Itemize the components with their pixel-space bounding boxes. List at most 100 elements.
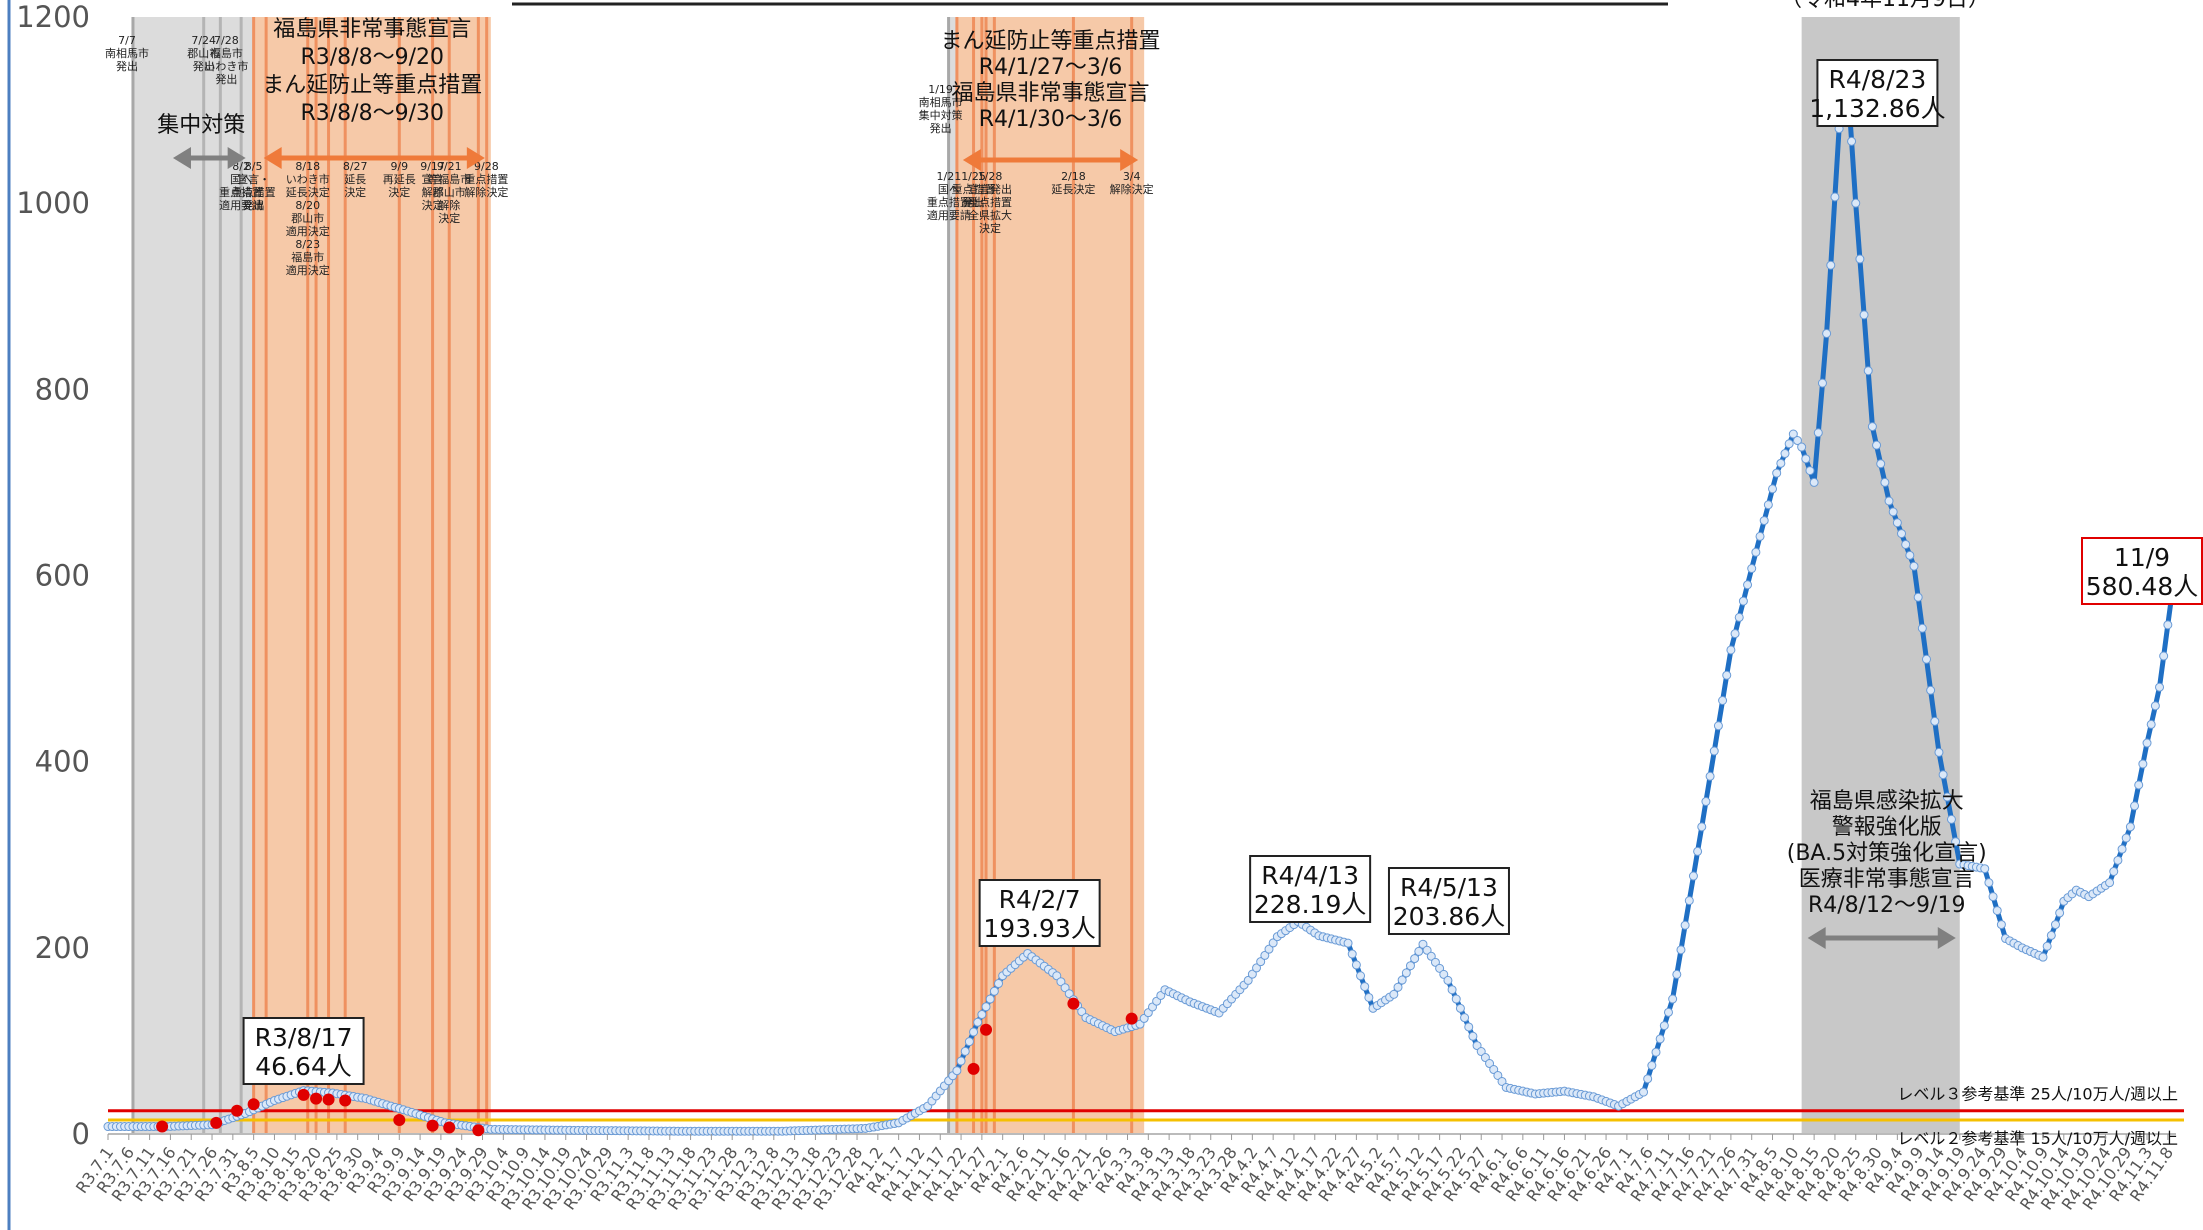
data-point (1643, 1074, 1653, 1084)
data-point (1768, 484, 1778, 494)
event-note-text: 郡山市 (291, 211, 324, 225)
data-point (1364, 992, 1374, 1002)
callout-date: 11/9 (2114, 543, 2170, 572)
event-note-text: 集中対策 (919, 108, 963, 122)
event-note-text: 南相馬市 (105, 46, 149, 60)
data-point (1801, 454, 1811, 464)
data-point (1897, 529, 1907, 539)
data-point (1713, 721, 1723, 731)
series-line (103, 74, 2177, 1136)
data-point (960, 1046, 970, 1056)
event-markers (156, 997, 1138, 1137)
event-marker (472, 1124, 485, 1137)
axes: 0 200 400 600 800 1000 1200 (7, 0, 2176, 1230)
callout-value: 193.93人 (983, 914, 1095, 943)
data-point (1655, 1034, 1665, 1044)
data-point (1472, 1041, 1482, 1051)
data-point (1684, 896, 1694, 906)
event-note-text: 1/21 (937, 170, 962, 183)
data-point (1668, 994, 1678, 1004)
data-point (1422, 945, 1432, 955)
data-point (1772, 468, 1782, 478)
data-point (1876, 459, 1886, 469)
band-3 (956, 17, 1145, 1134)
span-arrow-band1-head-right (466, 147, 485, 169)
data-point (1855, 254, 1865, 264)
span-arrow-band2-head-right (1120, 149, 1139, 171)
data-point (1776, 458, 1786, 468)
event-note-text: 宣言発出 (968, 182, 1012, 196)
data-point (1888, 507, 1898, 517)
event-note-text: 郡山市 (433, 185, 466, 199)
data-point (1722, 670, 1732, 680)
event-note-text: 国へ (938, 183, 960, 196)
data-point (1676, 945, 1686, 955)
data-point (952, 1066, 962, 1076)
event-note-text: 8/23 (295, 238, 320, 251)
callout-value: 580.48人 (2086, 572, 2198, 601)
data-point (1847, 136, 1857, 146)
y-tick-label: 1000 (16, 186, 90, 220)
data-point (1414, 946, 1424, 956)
event-note-text: 8/20 (295, 199, 320, 212)
event-note-text: 適用要請 (219, 198, 263, 212)
data-point (985, 994, 995, 1004)
event-marker (1067, 997, 1080, 1010)
data-point (1934, 747, 1944, 757)
event-marker (967, 1062, 980, 1075)
data-point (1755, 531, 1765, 541)
data-point (1913, 592, 1923, 602)
data-point (1443, 975, 1453, 985)
y-tick-label: 400 (35, 745, 90, 779)
event-note-text: 全県拡大 (968, 208, 1012, 222)
data-point (1680, 920, 1690, 930)
data-point (1909, 561, 1919, 571)
span-arrow-band3-head-right (1937, 927, 1956, 949)
data-point (1393, 982, 1403, 992)
event-note-text: 発出 (193, 59, 215, 73)
band-title-text: 福島県非常事態宣言 (273, 17, 471, 42)
band-title-text: 福島県感染拡大 (1810, 789, 1964, 814)
event-marker (247, 1098, 260, 1111)
event-note-text: 福島市 (291, 250, 324, 264)
data-point (1693, 846, 1703, 856)
event-note-text: 解除決定 (464, 185, 508, 199)
event-note-text: 延長 (344, 173, 366, 186)
callout-box (1387, 867, 1510, 935)
data-point (969, 1027, 979, 1037)
event-note-text: 重点措置 (464, 172, 508, 186)
data-point (1984, 878, 1994, 888)
data-point (1497, 1076, 1507, 1086)
emergency-bands (132, 17, 1960, 1134)
data-point (973, 1017, 983, 1027)
band-title-text: R3/8/8～9/30 (300, 101, 444, 126)
data-point (994, 979, 1004, 989)
data-point (2163, 620, 2173, 630)
span-arrow-band1 (263, 147, 485, 169)
event-note-text: 3/4 (1123, 170, 1141, 183)
callout-box (242, 1017, 365, 1085)
event-note-text: 等福島市 (427, 172, 471, 186)
callout-value: 228.19人 (1254, 890, 1366, 919)
data-point (1738, 596, 1748, 606)
event-marker (443, 1121, 456, 1134)
event-note-text: 9/9 (390, 160, 408, 173)
data-point (2046, 930, 2056, 940)
data-point (1809, 477, 1819, 487)
data-point (1830, 192, 1840, 202)
data-point (1489, 1065, 1499, 1075)
data-point (1863, 366, 1873, 376)
data-point (1401, 968, 1411, 978)
callout-date: R4/8/23 (1828, 65, 1926, 94)
event-note-text: 重点措置 (968, 195, 1012, 209)
event-note-text: 発出 (215, 72, 237, 86)
data-point (1418, 939, 1428, 949)
data-point (1942, 792, 1952, 802)
callout-box (2081, 537, 2203, 605)
event-note-text: 発出 (116, 59, 138, 73)
callout-date: R3/8/17 (255, 1023, 353, 1052)
data-point (1759, 516, 1769, 526)
